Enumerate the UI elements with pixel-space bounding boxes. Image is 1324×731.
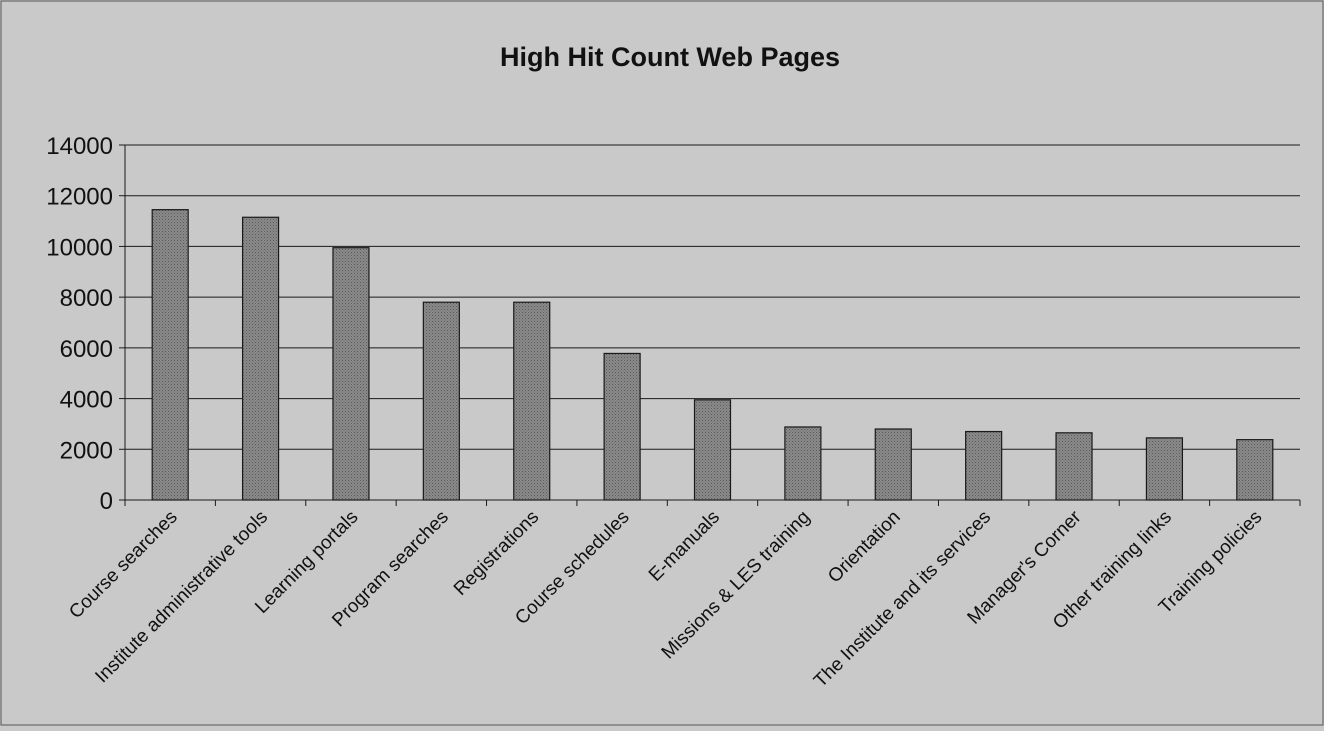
x-tick-label: The Institute and its services xyxy=(810,507,995,692)
x-tick-label: Missions & LES training xyxy=(658,507,815,664)
y-tick-label: 8000 xyxy=(60,285,113,312)
bar xyxy=(1236,439,1274,501)
y-tick-label: 2000 xyxy=(60,437,113,464)
y-tick-label: 4000 xyxy=(60,387,113,414)
bar xyxy=(241,216,280,501)
bar xyxy=(784,426,822,501)
chart-title: High Hit Count Web Pages xyxy=(500,42,840,72)
bar xyxy=(422,301,460,501)
bar xyxy=(874,428,912,501)
x-tick-label: Institute administrative tools xyxy=(91,507,272,688)
gridlines xyxy=(125,144,1300,450)
x-tick-label: Registrations xyxy=(450,507,543,600)
y-tick-label: 10000 xyxy=(46,234,113,261)
bar xyxy=(603,352,641,501)
bar xyxy=(1055,432,1093,501)
bar xyxy=(965,430,1003,501)
bar xyxy=(693,399,732,501)
y-tick-label: 6000 xyxy=(60,336,113,363)
y-tick-label: 14000 xyxy=(46,133,113,160)
bar xyxy=(332,247,370,501)
y-tick-labels: 0 2000 4000 6000 8000 10000 12000 14000 xyxy=(46,133,113,515)
bar xyxy=(1145,437,1184,501)
y-tick-label: 12000 xyxy=(46,184,113,211)
bar xyxy=(513,301,551,501)
y-tick-label: 0 xyxy=(100,488,113,515)
axes xyxy=(119,144,1301,506)
bar xyxy=(151,209,189,501)
x-tick-label: E-manuals xyxy=(645,507,724,586)
bars xyxy=(151,209,1274,501)
x-tick-label: Orientation xyxy=(824,507,905,588)
